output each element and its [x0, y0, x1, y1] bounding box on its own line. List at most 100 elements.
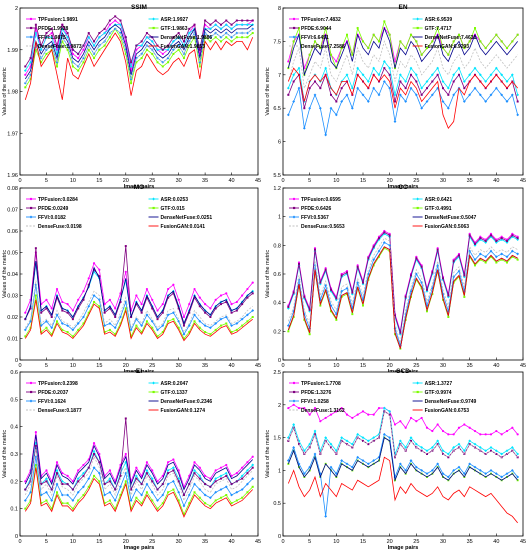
legend: TPFusion:0.0284 ASR:0.0253 PFDE:0.0249 GTF:…	[26, 197, 212, 230]
legend-label: DenseNetFuse:0.0251	[161, 215, 213, 221]
data-point	[188, 27, 191, 30]
data-point	[292, 423, 296, 426]
panel-ei: EI 0 5 10 15 20 25 30 35 40 45 0 0.1 0.2 0.3 0.4 0.5 0.6 I…	[2, 368, 261, 550]
data-point	[29, 499, 32, 502]
data-point	[362, 304, 364, 307]
y-axis-label: Values of the metric	[265, 250, 271, 298]
data-point	[425, 80, 429, 83]
data-point	[329, 289, 333, 293]
data-point	[135, 496, 138, 499]
x-tick-label: 15	[360, 178, 366, 184]
data-point	[372, 413, 375, 416]
data-point	[193, 461, 196, 464]
data-point	[172, 469, 175, 472]
data-point	[119, 31, 122, 35]
data-point	[151, 469, 154, 472]
data-point	[77, 307, 80, 310]
data-point	[367, 257, 370, 260]
x-tick-label: 0	[281, 178, 284, 184]
legend-label: FusionGAN:0.5063	[425, 224, 470, 230]
data-point	[246, 491, 249, 494]
data-point	[235, 490, 239, 494]
data-point	[367, 47, 370, 50]
data-point	[350, 465, 354, 469]
data-point	[193, 313, 196, 317]
data-point	[478, 446, 482, 449]
data-point	[45, 490, 48, 494]
y-axis-label: Values of the metric	[2, 430, 8, 478]
data-point	[97, 35, 101, 39]
data-point	[494, 449, 498, 453]
data-point	[29, 77, 32, 80]
data-point	[177, 469, 180, 472]
data-point	[251, 281, 254, 284]
legend-label: FFVI:0.0182	[38, 215, 66, 221]
legend-label: TPFusion:1.7708	[301, 381, 341, 387]
data-point	[446, 106, 450, 110]
data-point	[500, 93, 504, 97]
data-point	[361, 436, 365, 439]
data-point	[198, 48, 201, 51]
data-point	[463, 87, 466, 90]
data-point	[129, 65, 133, 68]
data-point	[489, 446, 493, 449]
data-point	[39, 324, 43, 327]
data-point	[251, 455, 254, 458]
x-tick-label: 30	[440, 539, 446, 545]
data-point	[124, 48, 128, 52]
data-point	[372, 264, 375, 267]
data-point	[350, 106, 354, 110]
y-tick-label: 1	[278, 215, 281, 221]
data-point	[34, 23, 37, 26]
legend-marker	[30, 206, 33, 210]
data-point	[383, 247, 386, 250]
data-point	[230, 27, 233, 31]
data-point	[140, 57, 143, 60]
data-point	[457, 442, 461, 446]
data-point	[356, 86, 360, 90]
data-point	[129, 328, 133, 332]
data-point	[71, 65, 74, 68]
data-point	[393, 423, 397, 426]
data-point	[224, 485, 228, 489]
x-tick-label: 45	[520, 178, 526, 184]
data-point	[171, 479, 175, 483]
data-point	[500, 237, 503, 240]
x-tick-label: 40	[493, 178, 499, 184]
data-point	[98, 452, 101, 456]
data-point	[177, 499, 180, 502]
data-point	[393, 120, 397, 123]
y-tick-label: 2	[278, 403, 281, 409]
data-point	[193, 287, 196, 291]
data-point	[140, 483, 143, 486]
data-point	[225, 36, 228, 39]
data-point	[324, 436, 328, 439]
series-line	[24, 261, 253, 325]
data-point	[214, 499, 217, 502]
data-point	[145, 461, 149, 464]
data-point	[230, 493, 233, 497]
y-tick-label: 0.2	[10, 479, 18, 485]
legend-marker	[152, 381, 156, 385]
series-line	[287, 40, 518, 90]
data-point	[45, 469, 48, 472]
data-point	[167, 296, 170, 299]
series-group	[286, 20, 520, 137]
data-point	[409, 436, 413, 439]
legend-label: PFDE:6.9044	[301, 26, 332, 32]
data-point	[361, 459, 365, 462]
data-point	[319, 304, 322, 307]
data-point	[225, 292, 228, 295]
data-point	[82, 315, 85, 319]
y-tick-label: 7.5	[273, 39, 281, 45]
data-point	[329, 413, 333, 416]
data-point	[313, 406, 317, 410]
data-point	[463, 47, 466, 50]
data-point	[447, 316, 450, 318]
data-point	[71, 328, 75, 332]
data-point	[140, 493, 144, 497]
data-point	[441, 80, 445, 83]
x-tick-label: 5	[45, 539, 48, 545]
data-point	[50, 507, 53, 510]
